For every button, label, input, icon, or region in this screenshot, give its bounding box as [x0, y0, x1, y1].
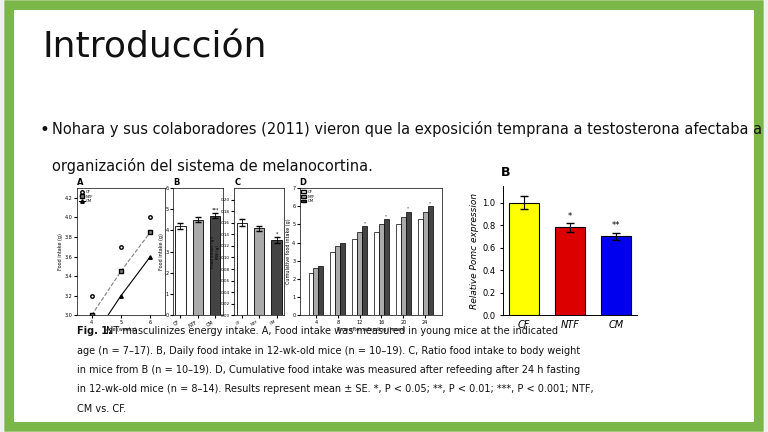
Text: *: * — [363, 221, 366, 226]
Legend: CF, NTF, CM: CF, NTF, CM — [79, 190, 93, 203]
Text: age (n = 7–17). B, Daily food intake in 12-wk-old mice (n = 10–19). C, Ratio foo: age (n = 7–17). B, Daily food intake in … — [77, 346, 580, 356]
Bar — [428, 206, 432, 315]
Bar — [362, 226, 367, 315]
Text: CM vs. CF.: CM vs. CF. — [77, 404, 126, 414]
Bar — [319, 266, 323, 315]
Text: Introducción: Introducción — [42, 30, 266, 64]
Bar — [330, 251, 336, 315]
Text: *: * — [407, 207, 409, 211]
Bar — [309, 273, 313, 315]
Bar — [175, 226, 186, 315]
Bar — [237, 222, 247, 315]
X-axis label: Time after refeeding (hours): Time after refeeding (hours) — [336, 327, 406, 332]
Bar — [396, 224, 401, 315]
Text: B: B — [173, 178, 179, 187]
Text: C: C — [234, 178, 240, 187]
Bar — [193, 220, 203, 315]
Legend: CF, NTF, CM: CF, NTF, CM — [302, 190, 315, 203]
Bar — [401, 217, 406, 315]
Bar — [210, 216, 220, 315]
Text: NT masculinizes energy intake. A, Food intake was measured in young mice at the : NT masculinizes energy intake. A, Food i… — [106, 326, 558, 336]
Bar — [357, 232, 362, 315]
Text: *: * — [429, 201, 431, 205]
Text: *: * — [568, 212, 572, 221]
Bar — [254, 229, 264, 315]
Text: in mice from B (n = 10–19). D, Cumulative food intake was measured after refeedi: in mice from B (n = 10–19). D, Cumulativ… — [77, 365, 580, 375]
Text: **: ** — [612, 221, 621, 230]
Bar — [353, 239, 357, 315]
Text: Fig. 1.: Fig. 1. — [77, 326, 115, 336]
Bar — [271, 240, 282, 315]
Bar — [336, 246, 340, 315]
Text: •: • — [40, 121, 50, 139]
Bar — [509, 203, 539, 315]
Bar — [379, 224, 384, 315]
Text: A: A — [77, 178, 83, 187]
Bar — [422, 212, 428, 315]
Text: ***: *** — [211, 207, 219, 212]
Bar — [601, 236, 631, 315]
Y-axis label: Food intake (g)/
BW (g): Food intake (g)/ BW (g) — [211, 235, 220, 268]
Text: D: D — [300, 178, 306, 187]
X-axis label: Age (weeks): Age (weeks) — [106, 327, 136, 332]
Text: Nohara y sus colaboradores (2011) vieron que la exposición temprana a testostero: Nohara y sus colaboradores (2011) vieron… — [52, 121, 768, 137]
Bar — [418, 219, 422, 315]
Y-axis label: Food intake (g): Food intake (g) — [58, 233, 64, 270]
Y-axis label: Food intake (g): Food intake (g) — [159, 233, 164, 270]
Bar — [406, 212, 411, 315]
Bar — [313, 268, 319, 315]
Bar — [340, 242, 345, 315]
Y-axis label: Relative Pomc expression: Relative Pomc expression — [470, 193, 479, 308]
Text: *: * — [386, 214, 388, 218]
Text: B: B — [501, 166, 510, 179]
Bar — [374, 232, 379, 315]
Bar — [384, 219, 389, 315]
Text: in 12-wk-old mice (n = 8–14). Results represent mean ± SE. *, P < 0.05; **, P < : in 12-wk-old mice (n = 8–14). Results re… — [77, 384, 594, 394]
Text: *: * — [276, 232, 278, 236]
Bar — [555, 228, 585, 315]
Y-axis label: Cumulative food intake (g): Cumulative food intake (g) — [286, 219, 291, 284]
Text: organización del sistema de melanocortina.: organización del sistema de melanocortin… — [52, 158, 373, 174]
